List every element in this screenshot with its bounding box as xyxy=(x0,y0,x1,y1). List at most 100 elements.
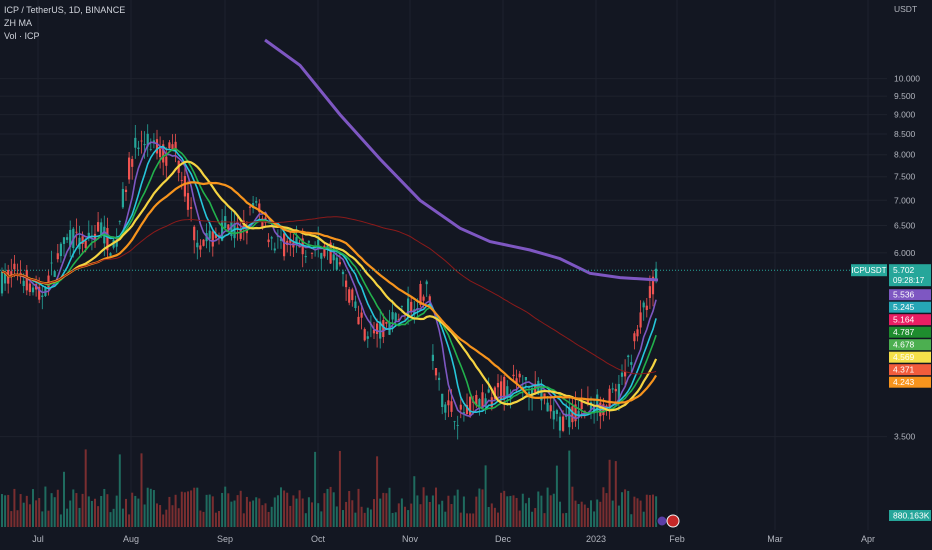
volume-bar xyxy=(332,492,335,527)
ma-value-label: 5.536 xyxy=(893,290,915,300)
candle-body xyxy=(465,404,469,415)
candle-body xyxy=(66,237,69,240)
volume-bar xyxy=(230,501,233,527)
volume-bar xyxy=(143,504,146,527)
volume-bar xyxy=(103,488,106,527)
volume-bar xyxy=(78,507,81,527)
candle-body xyxy=(62,237,66,244)
volume-bar xyxy=(329,486,332,527)
flag-event-icon xyxy=(666,514,680,528)
volume-bar xyxy=(90,500,93,527)
volume-bar xyxy=(515,497,518,527)
volume-bar xyxy=(233,500,236,527)
candle-body xyxy=(279,238,283,241)
candle-body xyxy=(419,283,422,306)
candle-body xyxy=(317,239,320,249)
candle-body xyxy=(400,306,403,307)
volume-bar xyxy=(369,509,372,527)
volume-bar xyxy=(280,487,282,527)
candle-body xyxy=(236,226,239,228)
volume-bar xyxy=(168,496,171,527)
symbol-legend[interactable]: ICP / TetherUS, 1D, BINANCE xyxy=(4,5,126,15)
candle-body xyxy=(56,253,59,260)
candle-body xyxy=(59,243,62,257)
volume-bar xyxy=(580,501,583,527)
volume-bar xyxy=(292,495,295,527)
volume-bar xyxy=(627,490,630,527)
volume-bar xyxy=(379,498,382,527)
volume-bar xyxy=(264,503,267,527)
candle-body xyxy=(397,318,400,321)
volume-bar xyxy=(441,500,444,527)
volume-bar xyxy=(84,449,87,527)
volume-bar xyxy=(540,495,543,527)
candle-body xyxy=(518,373,521,378)
candle-body xyxy=(589,402,593,410)
volume-bar xyxy=(131,492,134,527)
volume-bar xyxy=(605,493,608,527)
y-tick-label: 3.500 xyxy=(894,432,916,442)
volume-bar xyxy=(10,511,13,527)
candle-body xyxy=(462,412,465,414)
ma-value-tag xyxy=(889,364,931,376)
volume-bar xyxy=(199,510,202,527)
volume-bar xyxy=(35,500,38,527)
volume-bar xyxy=(7,494,10,527)
candle-body xyxy=(295,237,298,244)
volume-bar xyxy=(4,495,7,527)
volume-bar xyxy=(559,501,561,527)
volume-bar xyxy=(13,488,16,527)
candle-body xyxy=(478,398,481,408)
volume-value-label: 880.163K xyxy=(893,511,930,521)
volume-bar xyxy=(112,508,115,527)
candle-body xyxy=(391,312,394,320)
candle-body xyxy=(41,295,44,297)
indicator-legend[interactable]: ZH MA xyxy=(4,18,32,28)
volume-bar xyxy=(357,488,360,527)
candle-body xyxy=(630,362,633,365)
candle-body xyxy=(273,248,276,251)
volume-bar xyxy=(44,486,47,527)
volume-bar xyxy=(639,500,642,527)
candle-body xyxy=(307,241,310,243)
candle-body xyxy=(642,302,645,308)
y-tick-label: 7.500 xyxy=(894,172,916,182)
candle-body xyxy=(118,221,121,222)
volume-bar xyxy=(342,510,344,527)
ma-value-label: 4.243 xyxy=(893,377,915,387)
volume-bar xyxy=(118,454,121,527)
volume-bar xyxy=(47,510,50,527)
ma-value-tag xyxy=(889,301,931,313)
candle-body xyxy=(608,388,611,408)
candle-body xyxy=(580,401,583,410)
volume-bar xyxy=(611,500,614,527)
volume-bar xyxy=(156,503,158,527)
volume-bar xyxy=(552,493,555,527)
volume-bar xyxy=(512,495,515,527)
candle-body xyxy=(348,289,351,303)
volume-bar xyxy=(326,488,329,527)
candle-body xyxy=(81,236,84,245)
volume-bar xyxy=(81,493,84,527)
volume-bar xyxy=(614,461,617,527)
volume-bar xyxy=(100,495,103,527)
volume-bar xyxy=(431,495,434,527)
volume-bar xyxy=(1,494,3,527)
y-tick-label: 6.000 xyxy=(894,248,916,258)
volume-bar xyxy=(528,497,530,527)
volume-bar xyxy=(475,496,478,527)
volume-bar xyxy=(69,500,72,527)
volume-legend[interactable]: Vol · ICP xyxy=(4,31,40,41)
candle-body xyxy=(121,188,124,208)
volume-bar xyxy=(273,497,276,527)
volume-bar xyxy=(621,492,623,527)
candle-body xyxy=(320,253,323,259)
volume-bar xyxy=(252,500,255,527)
candle-body xyxy=(363,329,366,341)
candle-body xyxy=(531,387,534,398)
ma-value-label: 4.678 xyxy=(893,340,915,350)
candle-body xyxy=(459,404,462,410)
candle-body xyxy=(366,336,369,339)
